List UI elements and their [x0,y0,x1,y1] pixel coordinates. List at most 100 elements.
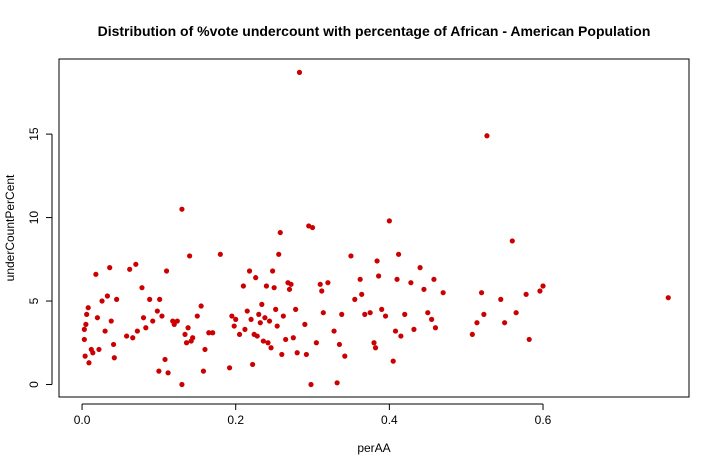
data-point [484,133,490,139]
data-point [429,316,435,322]
y-tick-label: 10 [27,211,41,225]
data-point [165,370,171,376]
data-point [283,336,289,343]
data-point [114,296,120,302]
data-point [200,368,207,374]
data-point [286,286,293,292]
data-point [156,368,162,374]
data-point [425,310,431,316]
data-point [110,341,117,348]
data-point [280,313,286,319]
data-point [509,238,515,244]
data-point [233,316,239,322]
data-point [390,358,396,364]
data-point [331,328,337,334]
data-point [293,306,299,312]
chart-title: Distribution of %vote undercount with pe… [98,23,651,39]
data-point [162,356,168,363]
data-point [174,318,180,324]
data-point [84,311,90,317]
data-point [143,325,149,331]
data-point [269,268,276,274]
data-point [469,331,475,338]
data-point [133,261,139,267]
data-point [303,351,309,358]
data-point [248,316,254,322]
data-point [254,333,260,339]
data-point [263,283,270,289]
data-point [367,310,373,316]
data-point [81,336,87,343]
data-point [244,308,250,314]
data-point [352,296,358,302]
y-tick-label: 5 [27,297,41,304]
data-point [96,346,102,353]
data-point [371,340,377,346]
data-point [127,266,133,272]
data-point [376,273,382,279]
data-point [294,350,300,356]
data-point [379,306,385,312]
data-point [102,328,108,334]
data-point [309,224,316,231]
data-point [302,321,308,327]
data-point [187,253,193,259]
data-point [90,350,96,356]
data-point [93,271,99,277]
data-point [398,333,404,339]
data-point [392,328,399,334]
data-point [182,331,188,338]
data-point [257,320,263,326]
data-point [107,265,113,271]
data-point [288,281,294,287]
data-point [190,335,196,341]
data-point [540,283,546,289]
data-point [362,311,368,317]
data-point [382,313,389,319]
data-point [431,276,437,282]
data-point [279,351,285,358]
data-point [265,340,271,346]
data-point [140,315,147,321]
data-point [99,298,105,304]
data-point [242,326,248,332]
data-point [85,305,91,311]
data-point [82,353,88,359]
x-axis: 0.0 0.2 0.4 0.6 [74,403,552,427]
data-point [290,335,296,341]
data-point [319,288,325,294]
data-point [481,311,487,317]
data-point [334,380,340,386]
data-point [139,285,145,291]
data-point [402,311,408,317]
data-point [374,258,380,264]
data-point [526,336,532,343]
data-point [336,341,343,348]
data-point [339,311,345,317]
data-point [253,275,259,281]
x-tick-label: 0.2 [227,413,244,427]
data-point [386,218,392,224]
data-point [134,328,140,334]
data-point [179,381,185,388]
y-tick-label: 15 [27,127,41,141]
data-point [474,320,480,326]
data-point [268,345,274,351]
data-point [154,308,160,314]
data-point [357,276,363,282]
data-point [150,318,156,324]
data-point [94,315,101,321]
data-point [108,318,114,324]
data-point [256,311,262,317]
data-point [308,381,314,388]
data-point [259,301,265,307]
data-point [159,313,165,319]
data-point [411,326,417,332]
data-point [130,335,136,341]
data-point [266,318,273,324]
data-point [183,340,190,346]
x-tick-label: 0.6 [535,413,552,427]
data-point [86,360,92,366]
data-point [202,346,208,353]
